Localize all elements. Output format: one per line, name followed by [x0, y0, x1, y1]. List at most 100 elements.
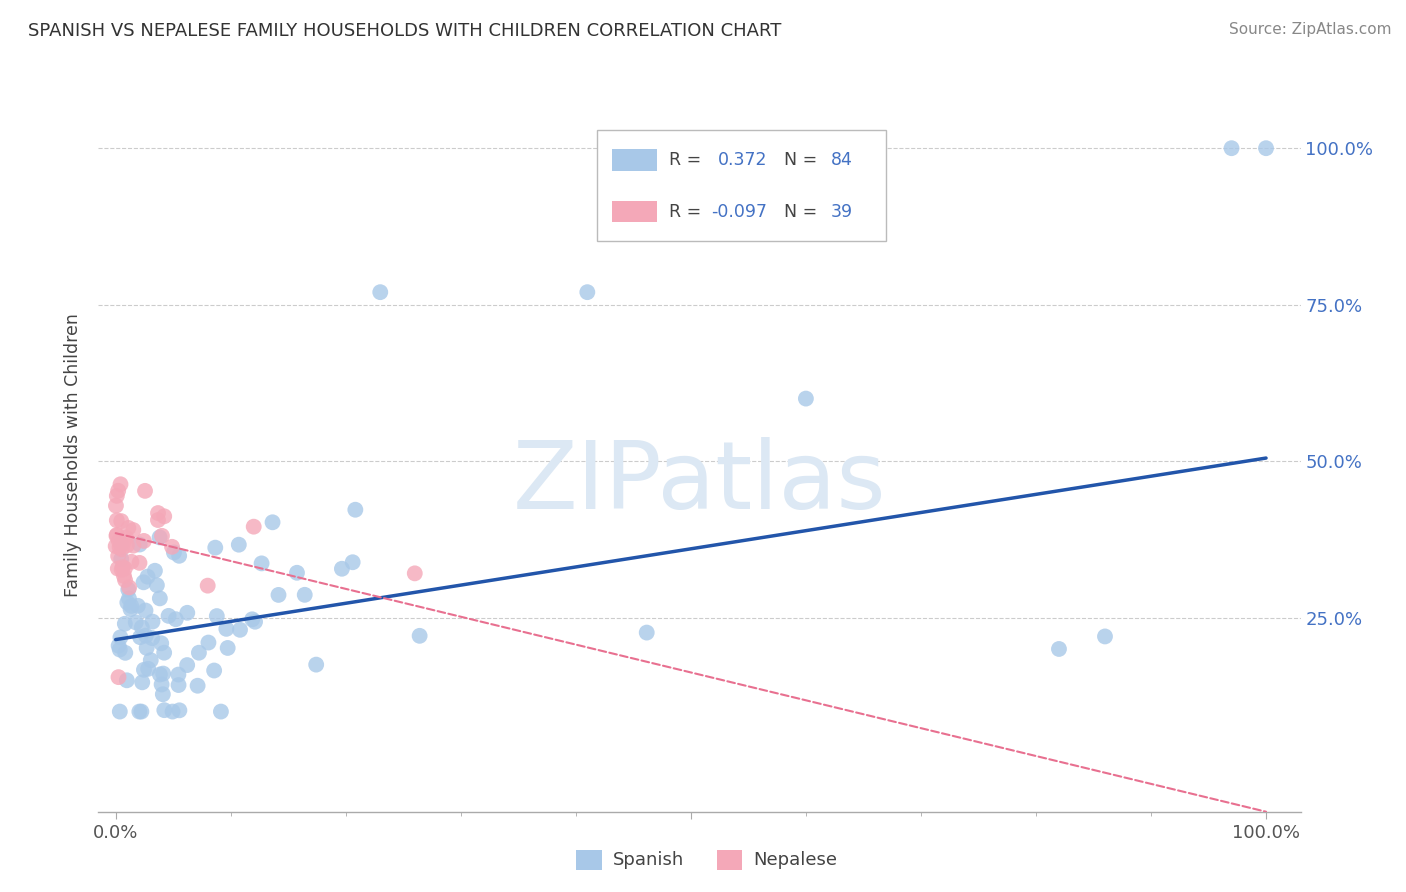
- Point: [150, 529, 173, 543]
- Text: 0.372: 0.372: [717, 152, 768, 169]
- Point: [111, 563, 134, 577]
- Point: [368, 285, 391, 300]
- Point: [197, 579, 219, 593]
- Point: [149, 667, 172, 681]
- Point: [120, 599, 142, 613]
- Point: [342, 555, 364, 569]
- Point: [152, 666, 174, 681]
- Point: [115, 531, 138, 545]
- Text: ZIPatlas: ZIPatlas: [513, 437, 886, 530]
- Point: [135, 629, 157, 643]
- Y-axis label: Family Households with Children: Family Households with Children: [65, 313, 83, 597]
- Point: [163, 545, 186, 559]
- Point: [112, 569, 135, 583]
- Point: [153, 703, 176, 717]
- Point: [242, 519, 264, 533]
- Point: [197, 635, 219, 649]
- Point: [120, 555, 142, 569]
- Point: [110, 477, 132, 491]
- Point: [107, 549, 129, 563]
- Point: [330, 562, 353, 576]
- Point: [1094, 630, 1116, 644]
- Point: [165, 612, 187, 626]
- Point: [122, 539, 145, 553]
- Point: [117, 521, 139, 535]
- Point: [141, 631, 163, 645]
- Point: [149, 530, 172, 544]
- Point: [118, 591, 141, 606]
- Point: [114, 573, 136, 587]
- Point: [157, 608, 180, 623]
- Point: [262, 516, 284, 530]
- Point: [250, 557, 273, 571]
- FancyBboxPatch shape: [598, 130, 886, 241]
- Point: [139, 653, 162, 667]
- Text: R =: R =: [669, 202, 702, 220]
- Text: Source: ZipAtlas.com: Source: ZipAtlas.com: [1229, 22, 1392, 37]
- Point: [143, 564, 166, 578]
- Point: [267, 588, 290, 602]
- Point: [134, 483, 156, 498]
- Point: [141, 615, 163, 629]
- Text: 39: 39: [831, 202, 852, 220]
- Point: [110, 630, 132, 644]
- Point: [150, 636, 173, 650]
- Point: [408, 629, 430, 643]
- Point: [111, 560, 134, 574]
- Point: [105, 529, 128, 543]
- Point: [110, 537, 132, 551]
- Point: [115, 673, 138, 688]
- Point: [110, 514, 132, 528]
- Point: [104, 499, 127, 513]
- Point: [132, 575, 155, 590]
- Point: [127, 599, 149, 613]
- Point: [131, 675, 153, 690]
- Point: [209, 705, 232, 719]
- Point: [305, 657, 328, 672]
- Point: [204, 541, 226, 555]
- Point: [1254, 141, 1277, 155]
- Point: [176, 606, 198, 620]
- Point: [122, 523, 145, 537]
- Point: [167, 549, 190, 563]
- Point: [146, 513, 169, 527]
- Point: [162, 705, 184, 719]
- Point: [136, 569, 159, 583]
- Point: [108, 540, 131, 554]
- Text: R =: R =: [669, 152, 702, 169]
- Text: N =: N =: [783, 202, 817, 220]
- FancyBboxPatch shape: [612, 201, 658, 222]
- Point: [108, 705, 131, 719]
- Point: [404, 566, 426, 581]
- Point: [135, 640, 157, 655]
- Point: [108, 642, 131, 657]
- Point: [128, 556, 150, 570]
- Point: [107, 670, 129, 684]
- Text: -0.097: -0.097: [711, 202, 768, 220]
- Text: Nepalese: Nepalese: [754, 851, 838, 869]
- Point: [131, 705, 153, 719]
- Point: [576, 285, 599, 300]
- Point: [169, 703, 191, 717]
- Point: [794, 392, 817, 406]
- Point: [344, 502, 367, 516]
- Point: [1220, 141, 1243, 155]
- Text: SPANISH VS NEPALESE FAMILY HOUSEHOLDS WITH CHILDREN CORRELATION CHART: SPANISH VS NEPALESE FAMILY HOUSEHOLDS WI…: [28, 22, 782, 40]
- Text: Spanish: Spanish: [613, 851, 685, 869]
- FancyBboxPatch shape: [612, 150, 658, 171]
- Point: [187, 679, 209, 693]
- Point: [132, 663, 155, 677]
- Point: [105, 489, 128, 503]
- Text: 84: 84: [831, 152, 852, 169]
- Point: [153, 509, 176, 524]
- Point: [117, 582, 139, 597]
- Point: [107, 483, 129, 498]
- Point: [114, 616, 136, 631]
- Point: [105, 528, 128, 542]
- Point: [107, 639, 129, 653]
- Point: [205, 609, 228, 624]
- Point: [152, 687, 174, 701]
- Point: [128, 537, 150, 551]
- Point: [217, 640, 239, 655]
- Point: [104, 539, 127, 553]
